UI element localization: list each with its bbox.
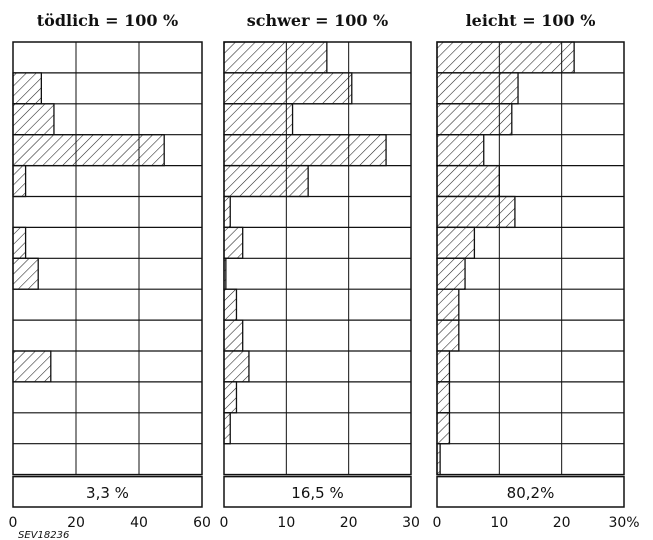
bar <box>223 41 328 74</box>
total-label: 3,3 % <box>86 484 129 502</box>
tick-label: 20 <box>553 515 571 531</box>
bar <box>436 350 451 383</box>
total-box <box>436 475 625 508</box>
panel-frame <box>12 41 203 476</box>
bar <box>436 134 485 167</box>
total-box <box>12 475 203 508</box>
chart-panels: tödlich = 100 % 3,3 % 0 20 40 60 schwer = 100 … <box>9 11 640 531</box>
tick-label: 30% <box>608 515 639 531</box>
bar <box>223 412 231 445</box>
panel-title: leicht = 100 % <box>466 11 596 30</box>
total-label: 80,2% <box>507 484 555 502</box>
bar <box>223 381 238 414</box>
total-box <box>223 475 412 508</box>
tick-label: 10 <box>277 515 295 531</box>
panel-frame <box>223 41 412 476</box>
bar <box>223 226 244 259</box>
tick-label: 20 <box>67 515 85 531</box>
bar <box>223 319 244 352</box>
bar <box>223 103 294 136</box>
bar <box>223 72 353 105</box>
bar <box>12 134 165 167</box>
bar <box>12 103 55 136</box>
bar <box>223 350 250 383</box>
bar <box>436 257 466 290</box>
tick-label: 40 <box>130 515 148 531</box>
bar <box>223 288 238 321</box>
bar <box>12 164 27 198</box>
bar <box>436 103 513 136</box>
bar <box>12 226 27 259</box>
tick-label: 10 <box>490 515 508 531</box>
tick-label: 0 <box>9 515 18 531</box>
total-label: 16,5 % <box>291 484 343 502</box>
panel-title: schwer = 100 % <box>247 11 388 30</box>
tick-label: 20 <box>340 515 358 531</box>
panel-1: tödlich = 100 % 3,3 % 0 20 40 60 <box>9 11 211 531</box>
bar <box>436 288 460 321</box>
tick-label: 0 <box>220 515 229 531</box>
bar <box>436 195 516 229</box>
bar <box>436 319 460 352</box>
bar <box>223 195 231 229</box>
bar <box>436 381 451 414</box>
bar <box>436 72 519 105</box>
panel-frame <box>436 41 625 476</box>
bar <box>436 412 451 445</box>
bar <box>223 134 387 167</box>
panel-3: leicht = 100 % 80,2% 0 10 20 30% <box>433 11 640 531</box>
bar <box>436 164 500 198</box>
figure-code: SEV18236 <box>18 530 69 540</box>
tick-label: 0 <box>433 515 442 531</box>
tick-label: 30 <box>402 515 420 531</box>
bar <box>436 226 476 259</box>
bar <box>12 350 52 383</box>
tick-label: 60 <box>193 515 211 531</box>
panel-title: tödlich = 100 % <box>37 11 179 30</box>
bar <box>12 257 39 290</box>
bar <box>436 41 575 74</box>
bar <box>223 164 309 198</box>
bar <box>12 72 43 105</box>
panel-2: schwer = 100 % 16,5 % 0 10 20 30 <box>220 11 420 531</box>
